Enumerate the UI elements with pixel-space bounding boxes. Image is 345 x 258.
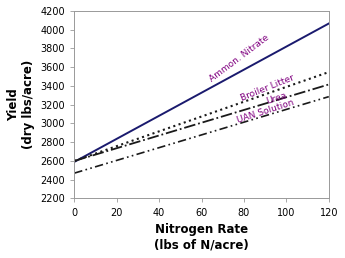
X-axis label: Nitrogen Rate
(lbs of N/acre): Nitrogen Rate (lbs of N/acre) (154, 223, 249, 251)
Y-axis label: Yield
(dry lbs/acre): Yield (dry lbs/acre) (7, 60, 35, 149)
Text: Urea: Urea (265, 91, 288, 106)
Text: Ammon. Nitrate: Ammon. Nitrate (208, 33, 271, 83)
Text: Broiler Litter: Broiler Litter (240, 73, 296, 103)
Text: UAN Solution: UAN Solution (236, 99, 295, 125)
